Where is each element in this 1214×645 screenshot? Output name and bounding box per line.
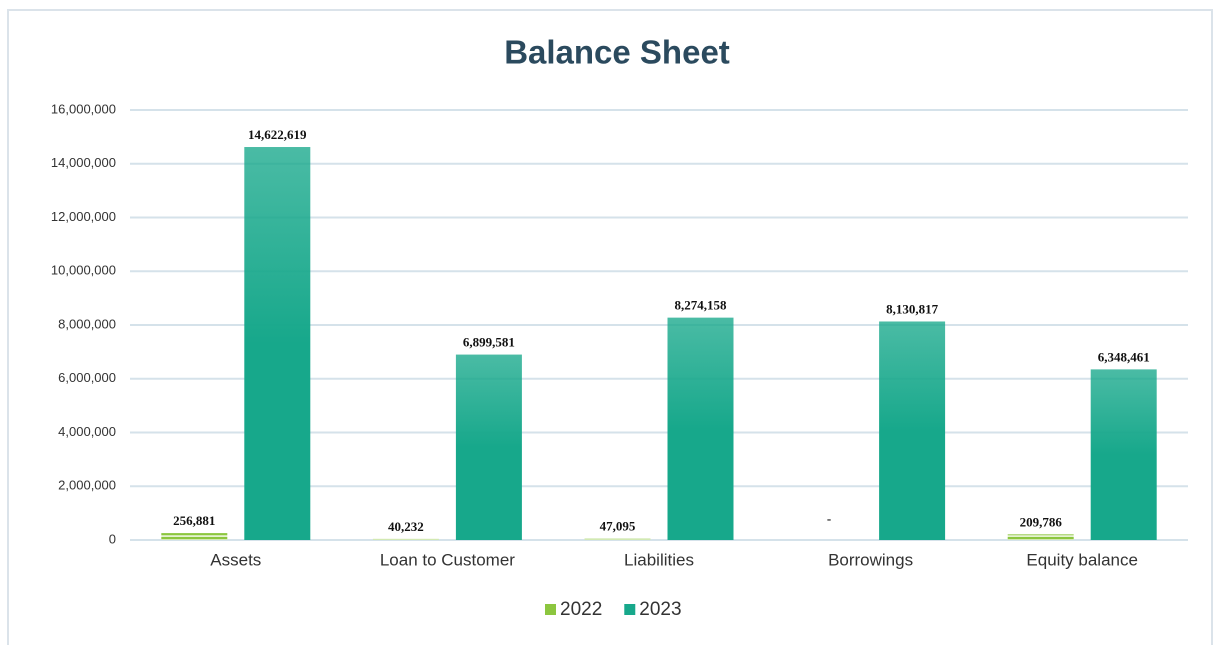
y-tick-label: 0 <box>109 531 116 546</box>
y-tick-label: 8,000,000 <box>58 316 116 331</box>
data-label: 6,899,581 <box>463 335 515 350</box>
data-label: 8,274,158 <box>675 298 728 313</box>
data-label: 209,786 <box>1020 514 1063 529</box>
y-tick-label: 6,000,000 <box>58 370 116 385</box>
x-tick-label: Borrowings <box>828 550 913 569</box>
bar <box>244 147 311 540</box>
y-tick-label: 2,000,000 <box>58 478 116 493</box>
bar <box>161 533 228 540</box>
chart-title: Balance Sheet <box>504 34 730 71</box>
data-label: 6,348,461 <box>1098 349 1150 364</box>
x-tick-label: Equity balance <box>1026 550 1138 569</box>
bar <box>1007 534 1074 540</box>
data-label: 256,881 <box>173 513 215 528</box>
legend-swatch <box>624 604 636 615</box>
x-tick-label: Loan to Customer <box>380 550 515 569</box>
bar <box>455 354 522 540</box>
x-tick-label: Assets <box>210 550 261 569</box>
bar <box>1090 369 1157 540</box>
data-label: - <box>827 511 831 526</box>
y-tick-label: 12,000,000 <box>51 209 116 224</box>
data-label: 47,095 <box>600 519 636 534</box>
y-tick-label: 16,000,000 <box>51 101 116 116</box>
bar <box>372 538 439 540</box>
legend-label: 2022 <box>560 599 602 620</box>
bar <box>584 538 651 540</box>
y-tick-label: 4,000,000 <box>58 424 116 439</box>
x-tick-label: Liabilities <box>624 550 694 569</box>
bar <box>879 321 946 540</box>
data-label: 14,622,619 <box>248 127 307 142</box>
legend-swatch <box>545 604 556 615</box>
legend-label: 2023 <box>639 599 681 620</box>
data-label: 8,130,817 <box>886 301 939 316</box>
y-tick-label: 10,000,000 <box>51 263 116 278</box>
bar <box>667 317 734 540</box>
y-tick-label: 14,000,000 <box>51 155 116 170</box>
data-label: 40,232 <box>388 519 424 534</box>
